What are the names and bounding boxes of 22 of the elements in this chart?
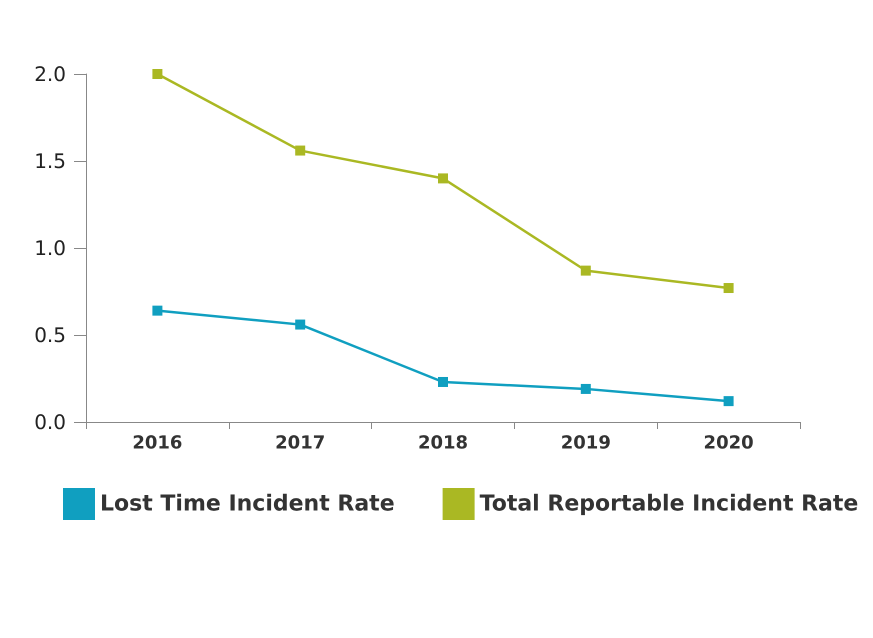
point — [724, 396, 734, 406]
point — [580, 266, 591, 276]
point — [724, 283, 734, 294]
x-tick-label: 2016 — [132, 432, 182, 454]
y-tick-label: 1.0 — [34, 236, 66, 260]
legend-label: Total Reportable Incident Rate — [480, 492, 858, 516]
x-tick-label: 2019 — [560, 432, 611, 454]
y-tick-label: 2.0 — [34, 62, 66, 86]
y-tick-label: 0.5 — [34, 323, 66, 347]
y-tick-label: 0.0 — [34, 410, 66, 434]
legend-label: Lost Time Incident Rate — [100, 492, 395, 516]
x-tick-label: 2017 — [275, 432, 326, 454]
point — [580, 384, 591, 394]
point — [295, 146, 306, 156]
y-tick-label: 1.5 — [34, 149, 66, 173]
point — [152, 306, 162, 316]
point — [152, 69, 162, 79]
point — [438, 173, 448, 184]
x-tick-label: 2020 — [704, 432, 754, 454]
point — [295, 320, 306, 330]
point — [438, 376, 448, 387]
x-tick-label: 2018 — [418, 432, 468, 454]
